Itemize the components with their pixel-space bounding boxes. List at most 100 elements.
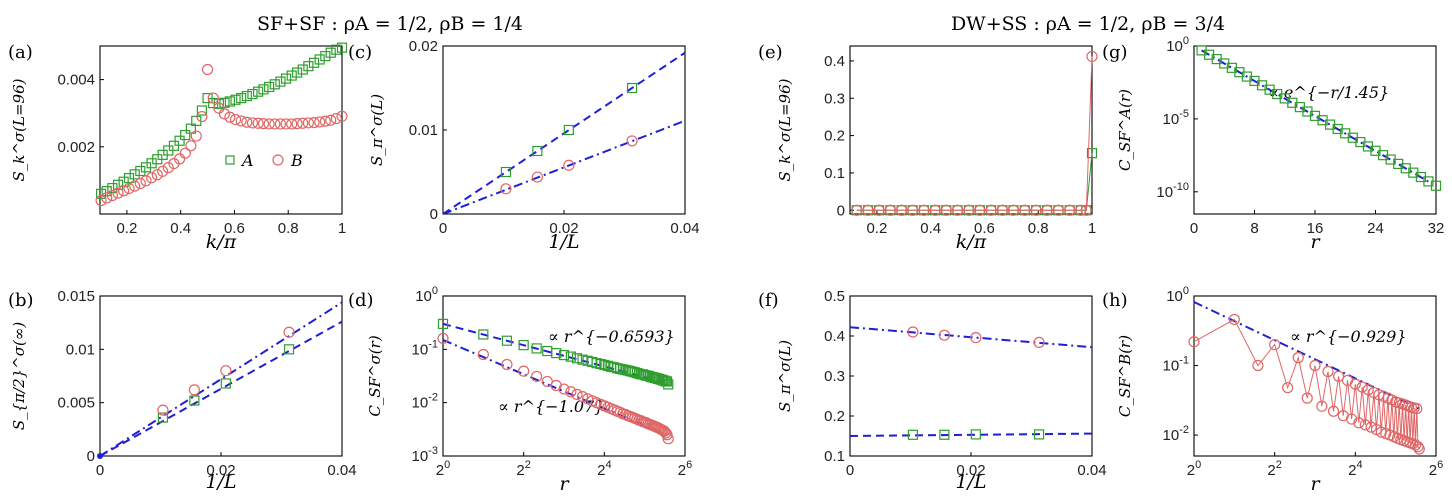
xlabel-c: 1/L	[548, 231, 579, 253]
point-h-B	[1368, 386, 1380, 399]
xtick-label-b: 0	[96, 462, 104, 479]
point-a-B	[229, 113, 242, 126]
point-d-A	[437, 318, 449, 329]
point-b-A	[220, 378, 231, 389]
fit-label-h: ∝ r^{−0.929}	[1290, 327, 1407, 346]
point-a-B	[129, 180, 141, 192]
point-c-A	[563, 124, 574, 136]
point-a-A	[291, 67, 303, 78]
ylabel-a: S_k^σ(L=96)	[10, 78, 28, 181]
point-a-B	[201, 63, 214, 76]
ylabel-f: S_π^σ(L)	[776, 340, 794, 412]
point-a-A	[325, 47, 336, 58]
title-right: DW+SS : ρA = 1/2, ρB = 3/4	[951, 13, 1225, 35]
ytick-label-f: 0.1	[824, 448, 845, 465]
ytick-label-g: 10-5	[1163, 108, 1189, 128]
panel-label-a: (a)	[8, 42, 33, 63]
xlabel-a: k/π	[206, 231, 237, 253]
fit-line-h-0	[1193, 301, 1420, 410]
point-e-B	[940, 204, 952, 216]
xtick-label-g: 8	[1250, 220, 1258, 237]
point-a-B	[179, 147, 191, 159]
point-h-B	[1269, 339, 1281, 351]
panel-label-f: (f)	[758, 290, 779, 311]
point-d-B	[662, 433, 674, 445]
point-a-B	[269, 118, 281, 130]
point-f-A	[970, 429, 981, 440]
point-a-B	[213, 102, 225, 114]
point-a-B	[151, 169, 163, 181]
ytick-label-c: 0.02	[409, 38, 438, 55]
point-d-B	[531, 370, 543, 383]
point-a-B	[207, 92, 219, 104]
point-a-B	[241, 116, 253, 128]
fit-label-g: ∝ e^{−r/1.45}	[1268, 83, 1389, 102]
series-line-e-A	[856, 153, 1093, 211]
point-b-A	[157, 412, 169, 423]
ytick-label-a: 0.002	[57, 139, 95, 156]
point-h-B	[1409, 439, 1422, 451]
fit-line-g-0	[1201, 49, 1429, 183]
point-a-B	[280, 118, 292, 130]
ylabel-b: S_{π/2}^σ(∞)	[10, 322, 28, 430]
point-b-B	[220, 365, 232, 377]
point-a-B	[146, 172, 158, 184]
point-h-B	[1359, 419, 1371, 431]
xlabel-d: r	[559, 473, 570, 495]
point-f-A	[907, 429, 919, 440]
point-a-A	[185, 123, 196, 134]
legend-label-A: A	[240, 151, 254, 170]
point-d-A	[551, 347, 562, 359]
point-h-B	[1362, 384, 1374, 396]
point-e-B	[974, 204, 986, 216]
xlabel-g: r	[1310, 231, 1321, 253]
point-a-B	[308, 117, 320, 129]
point-e-B	[951, 204, 964, 216]
point-a-B	[336, 110, 348, 122]
point-a-A	[303, 61, 314, 72]
ytick-label-f: 0.2	[824, 408, 845, 425]
xtick-label-e: 0.6	[974, 220, 995, 237]
point-c-B	[531, 171, 543, 183]
point-e-B	[929, 204, 941, 216]
point-b-B	[283, 326, 295, 338]
xtick-label-d: 20	[436, 459, 450, 479]
xtick-label-a: 1	[338, 220, 346, 237]
fit-label-d-A: ∝ r^{−0.6593}	[548, 327, 675, 346]
xtick-label-h: 22	[1267, 459, 1281, 479]
point-a-A	[314, 54, 325, 65]
ytick-label-e: 0.2	[824, 128, 845, 145]
point-a-B	[157, 165, 169, 177]
point-a-A	[308, 57, 320, 68]
point-c-A	[500, 166, 512, 178]
point-e-B	[1075, 204, 1087, 216]
ytick-label-d: 10-1	[412, 338, 438, 358]
point-a-B	[196, 110, 208, 123]
ylabel-c: S_π^σ(L)	[368, 94, 386, 166]
point-a-B	[274, 118, 287, 130]
ytick-label-d: 10-3	[412, 445, 438, 465]
xtick-label-h: 20	[1187, 459, 1201, 479]
point-a-A	[135, 165, 146, 177]
point-d-A	[501, 335, 513, 346]
panel-label-b: (b)	[8, 290, 34, 311]
point-a-A	[286, 70, 297, 81]
point-e-B	[985, 204, 997, 216]
point-a-B	[314, 116, 326, 128]
point-h-B	[1316, 400, 1328, 412]
xtick-label-e: 0.4	[920, 220, 941, 237]
point-f-B	[970, 332, 982, 344]
point-d-B	[558, 383, 570, 395]
point-e-B	[907, 204, 919, 216]
panel-a-frame	[99, 45, 343, 215]
ytick-label-c: 0.01	[409, 122, 438, 139]
point-c-A	[532, 145, 543, 157]
ytick-label-e: 0	[837, 202, 845, 219]
point-d-A	[571, 353, 583, 364]
point-a-A	[123, 172, 135, 184]
ytick-label-b: 0.015	[57, 288, 95, 305]
point-h-B	[1282, 382, 1294, 394]
point-e-B	[873, 204, 885, 216]
panel-label-d: (d)	[348, 290, 374, 311]
point-a-A	[180, 129, 191, 141]
